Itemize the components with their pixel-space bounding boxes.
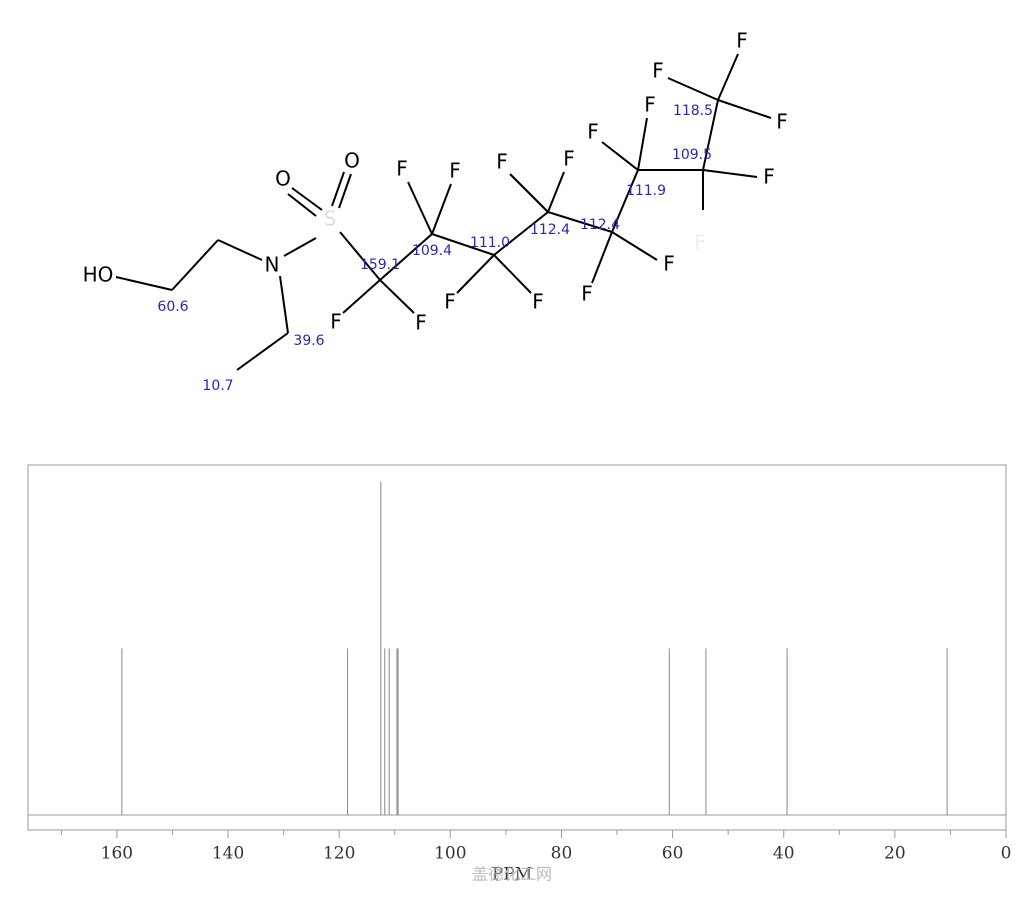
shift-label: 60.6	[157, 299, 188, 315]
atom-label: F	[763, 165, 775, 189]
atom-label: F	[776, 110, 788, 134]
atom-label: O	[275, 167, 291, 191]
x-tick-label: 0	[1001, 844, 1012, 864]
atom-label: F	[330, 310, 342, 334]
atom-label: F	[444, 290, 456, 314]
x-tick-label: 20	[884, 844, 906, 864]
atom-label: F	[736, 29, 748, 53]
atom-label: HO	[83, 263, 114, 287]
atom-label: F	[652, 59, 664, 83]
x-tick-label: 40	[773, 844, 795, 864]
shift-label: 159.1	[360, 257, 400, 273]
atom-label: N	[265, 253, 280, 277]
x-tick-label: 120	[323, 844, 355, 864]
atom-label: F	[532, 290, 544, 314]
x-tick-label: 80	[551, 844, 573, 864]
shift-label: 112.4	[530, 222, 570, 238]
atom-label: F	[496, 150, 508, 174]
shift-label: 111.0	[470, 235, 510, 251]
shift-label: 39.6	[293, 333, 324, 349]
atom-label: F	[563, 147, 575, 171]
shift-label: 118.5	[673, 103, 713, 119]
shift-label: 109.4	[412, 243, 452, 259]
watermark: 盖德化工网	[472, 865, 552, 884]
x-axis-label: PPM	[492, 865, 532, 885]
atom-label: F	[449, 159, 461, 183]
x-tick-label: 100	[434, 844, 466, 864]
atom-label: F	[644, 93, 656, 117]
x-tick-label: 140	[212, 844, 244, 864]
atom-label: F	[663, 252, 675, 276]
shift-label: 10.7	[202, 378, 233, 394]
atom-label: S	[324, 207, 337, 231]
shift-label: 112.4	[580, 217, 620, 233]
atom-label: O	[344, 149, 360, 173]
x-tick-label: 60	[662, 844, 684, 864]
plot-frame	[27, 464, 1007, 831]
atom-label: F	[415, 311, 427, 335]
atom-label: F	[396, 157, 408, 181]
structure: HO N O O S F F F F F F F F F F F F F F F…	[83, 29, 788, 395]
atom-label: F	[581, 282, 593, 306]
x-tick-label: 160	[101, 844, 133, 864]
atom-label: F	[694, 231, 706, 255]
atom-label: F	[587, 120, 599, 144]
shift-label: 111.9	[626, 183, 666, 199]
shift-label: 109.5	[672, 147, 712, 163]
